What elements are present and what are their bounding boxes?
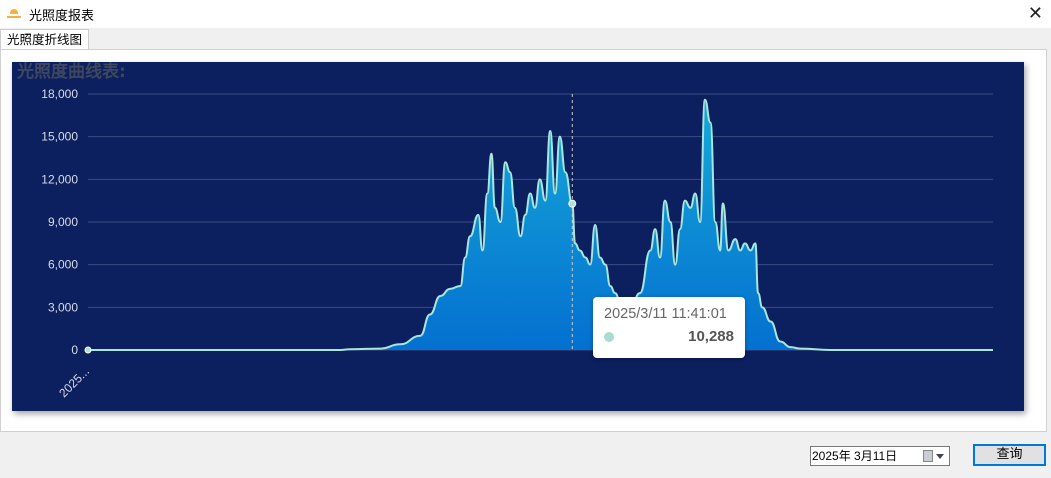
close-icon[interactable]: ✕ xyxy=(1027,3,1043,24)
series-area xyxy=(88,99,993,350)
title-bar: 光照度报表 ✕ xyxy=(0,0,1051,28)
chart-area: 0 3,000 6,000 9,000 12,000 15,000 18,000 2025..… xyxy=(12,62,1024,411)
chart-title: 光照度曲线表: xyxy=(17,62,126,82)
chart-tooltip: 2025/3/11 11:41:01 10,288 xyxy=(593,297,745,358)
y-tick-label: 15,000 xyxy=(41,130,78,144)
tooltip-time: 2025/3/11 11:41:01 xyxy=(604,306,727,322)
y-tick-label: 0 xyxy=(71,343,78,357)
chevron-down-icon[interactable] xyxy=(936,454,944,459)
query-button[interactable]: 查询 xyxy=(973,444,1046,466)
y-tick-label: 6,000 xyxy=(48,258,78,272)
y-tick-label: 12,000 xyxy=(41,172,78,186)
series-dot-icon xyxy=(604,331,614,342)
tooltip-value: 10,288 xyxy=(688,328,734,345)
data-point xyxy=(84,346,92,354)
y-tick-label: 9,000 xyxy=(48,215,78,229)
sun-icon xyxy=(7,9,21,19)
date-picker[interactable]: 2025年 3月11日 xyxy=(810,446,950,466)
y-tick-label: 3,000 xyxy=(48,300,78,314)
series-line xyxy=(88,98,993,352)
date-value: 2025年 3月11日 xyxy=(812,449,898,463)
x-tick-label: 2025... xyxy=(56,364,92,400)
tab-line-chart[interactable]: 光照度折线图 xyxy=(0,29,90,50)
calendar-icon[interactable] xyxy=(923,450,933,462)
highlighted-point xyxy=(568,199,577,208)
window-title: 光照度报表 xyxy=(29,8,95,24)
illuminance-chart: 0 3,000 6,000 9,000 12,000 15,000 18,000 2025..… xyxy=(41,87,993,400)
y-tick-label: 18,000 xyxy=(41,87,78,101)
